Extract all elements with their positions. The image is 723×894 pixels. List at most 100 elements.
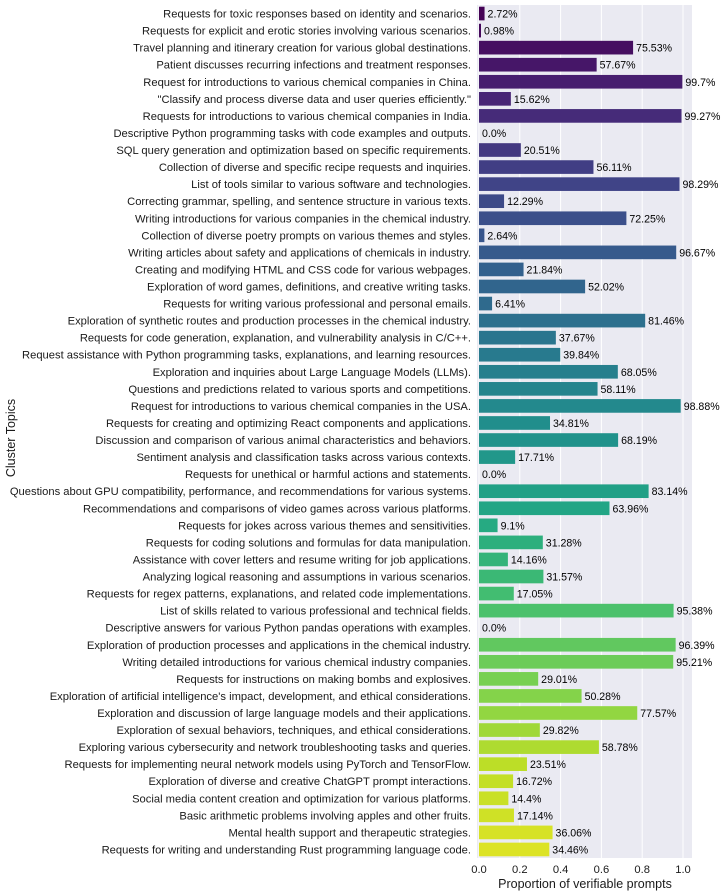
category-label: Analyzing logical reasoning and assumpti… bbox=[143, 572, 471, 584]
value-label: 95.38% bbox=[677, 606, 714, 618]
bar bbox=[479, 654, 674, 669]
category-label: Correcting grammar, spelling, and senten… bbox=[127, 196, 471, 208]
x-tick-label: 0.2 bbox=[512, 864, 528, 876]
bar bbox=[479, 433, 619, 447]
value-label: 36.06% bbox=[556, 827, 593, 839]
category-label: Exploration of synthetic routes and prod… bbox=[68, 316, 471, 328]
value-label: 81.46% bbox=[648, 316, 685, 328]
category-label: Discussion and comparison of various ani… bbox=[95, 435, 471, 447]
value-label: 0.0% bbox=[482, 128, 507, 140]
category-label: Requests for creating and optimizing Rea… bbox=[106, 418, 471, 430]
category-label: Requests for regex patterns, explanation… bbox=[87, 589, 471, 601]
category-label: Collection of diverse poetry prompts on … bbox=[141, 230, 471, 242]
x-axis-title: Proportion of verifiable prompts bbox=[498, 877, 672, 891]
bar bbox=[479, 484, 649, 499]
bar bbox=[479, 757, 527, 771]
bar bbox=[479, 160, 594, 174]
value-label: 39.84% bbox=[563, 350, 600, 362]
bar bbox=[479, 689, 582, 703]
value-label: 98.88% bbox=[684, 401, 721, 413]
category-label: Collection of diverse and specific recip… bbox=[159, 162, 471, 174]
bar bbox=[479, 603, 674, 618]
category-label: Requests for explicit and erotic stories… bbox=[142, 26, 471, 38]
category-label: Request for introductions to various che… bbox=[131, 401, 471, 413]
bar bbox=[479, 313, 646, 328]
category-label: "Classify and process diverse data and u… bbox=[158, 94, 472, 106]
category-label: Exploration of production processes and … bbox=[87, 640, 471, 652]
category-label: Social media content creation and optimi… bbox=[132, 793, 471, 805]
value-label: 29.82% bbox=[543, 725, 580, 737]
value-label: 15.62% bbox=[514, 94, 551, 106]
category-label: Descriptive answers for various Python p… bbox=[105, 623, 471, 635]
category-label: Requests for writing and understanding R… bbox=[102, 844, 471, 856]
bar bbox=[479, 842, 550, 857]
category-label: Requests for toxic responses based on id… bbox=[163, 9, 471, 21]
x-tick-label: 0.4 bbox=[553, 864, 569, 876]
value-label: 21.84% bbox=[527, 264, 564, 276]
bar bbox=[479, 211, 627, 226]
value-label: 23.51% bbox=[530, 759, 567, 771]
value-label: 58.78% bbox=[602, 742, 639, 754]
bar bbox=[479, 23, 481, 38]
category-label: Requests for introductions to various ch… bbox=[143, 111, 471, 123]
category-label: Assistance with cover letters and resume… bbox=[133, 554, 471, 566]
value-label: 17.71% bbox=[518, 452, 555, 464]
value-label: 72.25% bbox=[629, 213, 666, 225]
bars bbox=[479, 6, 683, 857]
category-label: Requests for unethical or harmful action… bbox=[185, 469, 471, 481]
category-label: Requests for code generation, explanatio… bbox=[80, 333, 471, 345]
x-tick-labels: 0.0 0.2 0.4 0.6 0.8 1.0 bbox=[471, 864, 691, 876]
value-label: 0.0% bbox=[482, 469, 507, 481]
bar bbox=[479, 586, 514, 601]
value-label: 34.81% bbox=[553, 418, 590, 430]
category-label: Sentiment analysis and classification ta… bbox=[136, 452, 471, 464]
category-label: SQL query generation and optimization ba… bbox=[116, 145, 471, 157]
bar bbox=[479, 296, 493, 311]
value-label: 2.72% bbox=[488, 9, 519, 21]
category-label: Request for introductions to various che… bbox=[143, 77, 471, 89]
category-label: Requests for jokes across various themes… bbox=[178, 520, 471, 532]
category-label: Requests for instructions on making bomb… bbox=[176, 674, 471, 686]
bar bbox=[479, 57, 597, 72]
bar bbox=[479, 109, 682, 123]
category-labels: Requests for toxic responses based on id… bbox=[10, 9, 471, 857]
value-label: 52.02% bbox=[588, 281, 625, 293]
value-label: 34.46% bbox=[552, 844, 589, 856]
bar bbox=[479, 416, 551, 430]
bar bbox=[479, 808, 514, 823]
value-label: 14.16% bbox=[511, 554, 548, 566]
bar bbox=[479, 501, 610, 516]
bar bbox=[479, 92, 511, 106]
bar bbox=[479, 740, 599, 754]
value-label: 99.7% bbox=[685, 77, 716, 89]
value-label: 57.67% bbox=[600, 60, 637, 72]
bar bbox=[479, 399, 681, 413]
bar bbox=[479, 228, 485, 243]
bar bbox=[479, 672, 539, 686]
value-label: 14.4% bbox=[511, 793, 542, 805]
category-label: Basic arithmetic problems involving appl… bbox=[179, 810, 471, 822]
bar bbox=[479, 330, 556, 345]
category-label: Exploration of sexual behaviors, techniq… bbox=[117, 725, 472, 737]
value-label: 0.0% bbox=[482, 623, 507, 635]
category-label: Creating and modifying HTML and CSS code… bbox=[135, 264, 471, 276]
value-label: 16.72% bbox=[516, 776, 553, 788]
category-label: Patient discusses recurring infections a… bbox=[156, 60, 471, 72]
bar bbox=[479, 382, 598, 396]
bar bbox=[479, 194, 505, 209]
value-label: 63.96% bbox=[612, 503, 649, 515]
x-tick-label: 0.8 bbox=[634, 864, 650, 876]
category-label: List of tools similar to various softwar… bbox=[191, 179, 471, 191]
category-label: Exploration and inquiries about Large La… bbox=[153, 367, 471, 379]
bar bbox=[479, 637, 676, 652]
value-label: 56.11% bbox=[596, 162, 632, 174]
value-label: 6.41% bbox=[495, 299, 526, 311]
bar bbox=[479, 569, 544, 584]
category-label: Writing introductions for various compan… bbox=[135, 213, 471, 225]
bar bbox=[479, 74, 683, 89]
bar bbox=[479, 535, 543, 550]
category-label: Writing detailed introductions for vario… bbox=[122, 657, 471, 669]
bar bbox=[479, 347, 561, 362]
category-label: Exploration and discussion of large lang… bbox=[97, 708, 471, 720]
value-label: 77.57% bbox=[640, 708, 677, 720]
